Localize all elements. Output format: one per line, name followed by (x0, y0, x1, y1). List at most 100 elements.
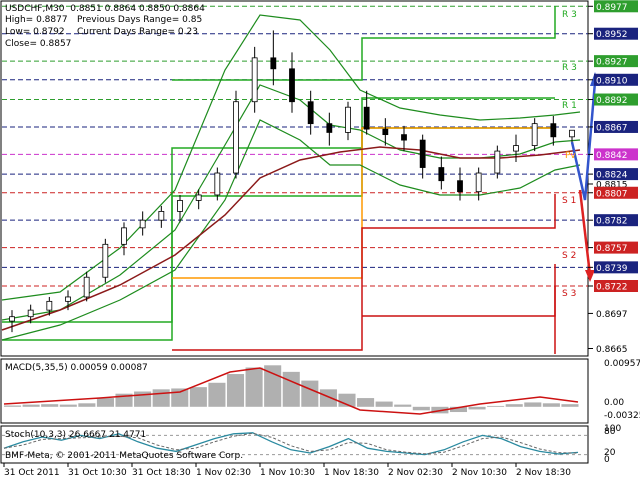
macd-bar (357, 398, 375, 407)
candle-body (270, 57, 277, 70)
macd-bar (96, 398, 114, 407)
low-line: Low= 0.8792 (5, 27, 65, 37)
candle-body (27, 309, 34, 318)
candle-body (102, 243, 109, 278)
copyright-text: BMF-Meta, © 2001-2011 MetaQuotes Softwar… (5, 451, 243, 461)
price-label: 0.8867 (596, 123, 628, 133)
bollinger-upper (1, 14, 581, 301)
candle-body (9, 316, 15, 322)
price-label: 0.8697 (596, 310, 628, 320)
pivot-label: S 3 (562, 289, 576, 299)
price-label-box (594, 55, 638, 68)
pivot-s1 (172, 194, 556, 351)
candle-body (307, 101, 314, 125)
price-label-box (594, 148, 638, 161)
candle-body (83, 276, 90, 298)
candle-body (363, 106, 370, 130)
macd-bar (152, 389, 170, 407)
candle-body (158, 211, 165, 221)
time-label: 2 Nov 18:30 (516, 468, 571, 478)
candle-body (214, 172, 221, 196)
macd-bar (505, 404, 523, 407)
macd-bar (22, 404, 40, 407)
candle-body (326, 123, 333, 133)
arrow-down-icon (585, 270, 595, 282)
macd-bar (171, 388, 189, 407)
price-label: 0.8892 (596, 96, 628, 106)
price-panel-frame (0, 0, 589, 357)
macd-signal-line (3, 367, 579, 415)
price-label-box (594, 214, 638, 227)
pivot-levels (2, 6, 556, 354)
candle-body (475, 172, 482, 193)
macd-bar (59, 404, 77, 407)
candle-body (382, 128, 389, 136)
macd-bar (208, 382, 226, 407)
current-range-line: Current Days Range= 0.23 (77, 27, 198, 37)
macd-bar (282, 371, 300, 407)
candle-body (345, 106, 351, 133)
stoch-panel-frame (0, 425, 589, 464)
stoch-signal-line (3, 432, 579, 455)
time-label: 2 Nov 10:30 (452, 468, 507, 478)
price-label: 0.8927 (596, 58, 628, 68)
price-label: 0.8739 (596, 264, 628, 274)
price-label: 0.8665 (596, 345, 628, 355)
macd-bar (4, 405, 22, 407)
macd-histogram: 0.00957 0.00 -0.00325 (3, 359, 640, 421)
candle-body (531, 123, 538, 146)
pivot-r2 (2, 127, 555, 341)
time-label: 31 Oct 2011 (4, 468, 60, 478)
time-label: 1 Nov 02:30 (196, 468, 251, 478)
macd-bar (524, 402, 542, 407)
macd-axis-label: 0.00957 (604, 359, 640, 369)
pivot-r3 (172, 6, 556, 81)
macd-bar (394, 404, 412, 407)
pivot-label: R 3 (562, 10, 577, 20)
candle-body (65, 296, 71, 302)
macd-bar (319, 389, 337, 407)
time-label: 1 Nov 10:30 (260, 468, 315, 478)
pivot-r1 (2, 97, 555, 323)
price-label-box (594, 261, 638, 274)
price-label: 0.8910 (596, 76, 628, 86)
time-axis: 31 Oct 2011 31 Oct 10:30 31 Oct 18:30 1 Nov… (3, 463, 571, 478)
price-label-box (594, 93, 638, 106)
candles (9, 30, 575, 333)
candle-body (494, 150, 501, 174)
high-line: High= 0.8877 (5, 15, 68, 25)
candle-body (251, 57, 258, 103)
stoch-axis-label: 100 (604, 424, 621, 434)
macd-bar (78, 403, 96, 407)
price-label: 0.8815 (596, 180, 628, 190)
arrow-up-line (570, 81, 597, 201)
macd-axis-label: -0.00325 (604, 411, 640, 421)
macd-bar (226, 374, 245, 407)
candle-body (121, 227, 127, 245)
candle-body (139, 219, 146, 229)
price-label: 0.8807 (596, 189, 628, 199)
price-label: 0.8782 (596, 217, 628, 227)
pivot-label: Pv (565, 151, 576, 161)
macd-axis-label: 0.00 (604, 398, 624, 408)
candle-body (550, 123, 557, 138)
price-label-box (594, 120, 638, 133)
pivot-label: R 3 (562, 63, 577, 73)
price-label: 0.8722 (596, 282, 628, 292)
macd-bar (189, 387, 207, 407)
price-axis: 0.8977 0.8952 0.8927 0.8910 0.8892 0.8867 0.88… (588, 0, 638, 355)
macd-bar (561, 404, 579, 407)
candle-body (195, 194, 202, 201)
stoch-axis-label: 0 (604, 455, 610, 465)
candle-body (513, 145, 519, 152)
price-label: 0.8977 (596, 3, 628, 13)
macd-bar (468, 406, 486, 410)
previous-range-line: Previous Days Range= 0.85 (77, 15, 203, 25)
stoch-label: Stoch(10,3,3) 26.6667 21.4771 (5, 430, 146, 440)
candle-body (46, 300, 53, 311)
candle-body (569, 129, 575, 138)
price-label-box (594, 186, 638, 199)
macd-panel-frame (0, 358, 589, 424)
price-label-box (594, 168, 638, 181)
